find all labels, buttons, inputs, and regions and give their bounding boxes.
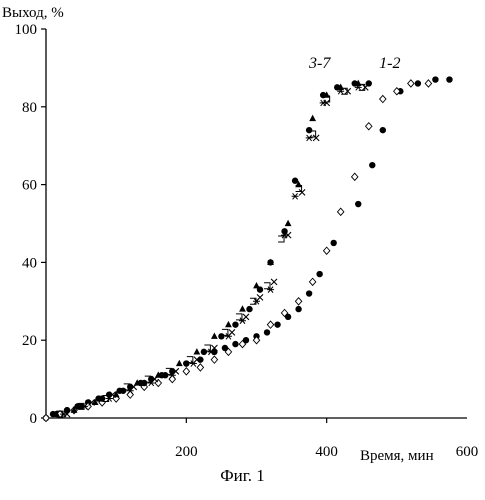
data-point: [352, 173, 358, 180]
data-point: [338, 208, 344, 215]
data-point: [316, 271, 322, 277]
data-point: [362, 84, 368, 90]
data-point: [229, 329, 235, 335]
data-point: [148, 376, 154, 382]
data-point: [446, 76, 452, 82]
data-point: [306, 127, 312, 133]
x-axis-label: Время, мин: [360, 448, 434, 464]
data-point: [120, 388, 126, 394]
data-point: [243, 314, 249, 320]
data-point: [309, 115, 316, 121]
data-point: [211, 333, 218, 339]
data-point: [193, 348, 200, 354]
data-point: [345, 88, 351, 94]
x-tick-label: 200: [175, 444, 198, 460]
data-point: [253, 282, 260, 288]
data-point: [320, 100, 327, 106]
data-point: [99, 395, 105, 401]
data-point: [141, 380, 147, 386]
data-point: [106, 391, 112, 397]
y-tick-label: 40: [22, 255, 37, 271]
data-point: [285, 220, 292, 226]
data-point: [366, 123, 372, 130]
y-tick-label: 100: [15, 22, 38, 38]
data-point: [306, 135, 313, 141]
data-point: [274, 321, 280, 327]
x-tick-label: 600: [456, 444, 479, 460]
y-tick-label: 80: [22, 100, 37, 116]
data-point: [380, 95, 386, 102]
data-point: [292, 193, 299, 199]
figure-caption: Фиг. 1: [0, 466, 485, 486]
y-axis-label: Выход, %: [2, 5, 64, 21]
data-point: [313, 135, 319, 141]
data-point: [295, 306, 301, 312]
data-point: [162, 372, 168, 378]
data-point: [197, 356, 203, 362]
data-point: [127, 384, 133, 390]
chart-marks: [43, 76, 453, 421]
data-series-3: [50, 80, 372, 417]
data-point: [197, 364, 203, 371]
data-point: [425, 80, 431, 87]
data-series-6: [60, 84, 362, 417]
data-point: [201, 349, 207, 355]
data-point: [295, 298, 301, 305]
data-point: [225, 321, 232, 327]
data-point: [43, 414, 49, 421]
data-point: [232, 341, 238, 347]
data-series-2: [43, 80, 432, 422]
y-tick-label: 60: [22, 178, 37, 194]
data-point: [183, 360, 189, 366]
data-point: [183, 368, 189, 375]
data-point: [169, 368, 175, 374]
data-point: [257, 294, 263, 300]
chart-ticks: 0 20 40 60 80 100 200 400 600 3-7 1-2: [15, 22, 479, 460]
data-point: [323, 247, 329, 254]
data-point: [355, 201, 361, 207]
data-point: [369, 162, 375, 168]
data-point: [271, 279, 277, 285]
data-point: [309, 278, 315, 285]
data-point: [267, 287, 274, 293]
data-point: [267, 321, 273, 328]
data-series-4: [53, 80, 362, 417]
data-series-1: [43, 76, 453, 421]
data-point: [232, 321, 238, 327]
data-point: [306, 290, 312, 296]
data-point: [299, 189, 305, 195]
data-point: [176, 360, 183, 366]
data-point: [415, 80, 421, 86]
data-point: [127, 391, 133, 398]
data-point: [246, 306, 252, 312]
data-point: [169, 376, 175, 383]
x-tick-label: 400: [315, 444, 338, 460]
data-point: [330, 240, 336, 246]
y-tick-label: 0: [30, 411, 38, 427]
data-point: [292, 178, 298, 184]
data-point: [408, 80, 414, 87]
curve-group-label: 1-2: [379, 55, 400, 72]
data-series-7: [64, 84, 368, 417]
chart-axes: [46, 29, 467, 418]
data-point: [264, 329, 270, 335]
curve-group-label: 3-7: [308, 55, 331, 72]
data-point: [211, 356, 217, 363]
data-point: [218, 333, 224, 339]
data-point: [380, 127, 386, 133]
data-series-5: [57, 84, 365, 417]
y-tick-label: 20: [22, 333, 37, 349]
data-point: [432, 76, 438, 82]
data-point: [239, 305, 246, 311]
